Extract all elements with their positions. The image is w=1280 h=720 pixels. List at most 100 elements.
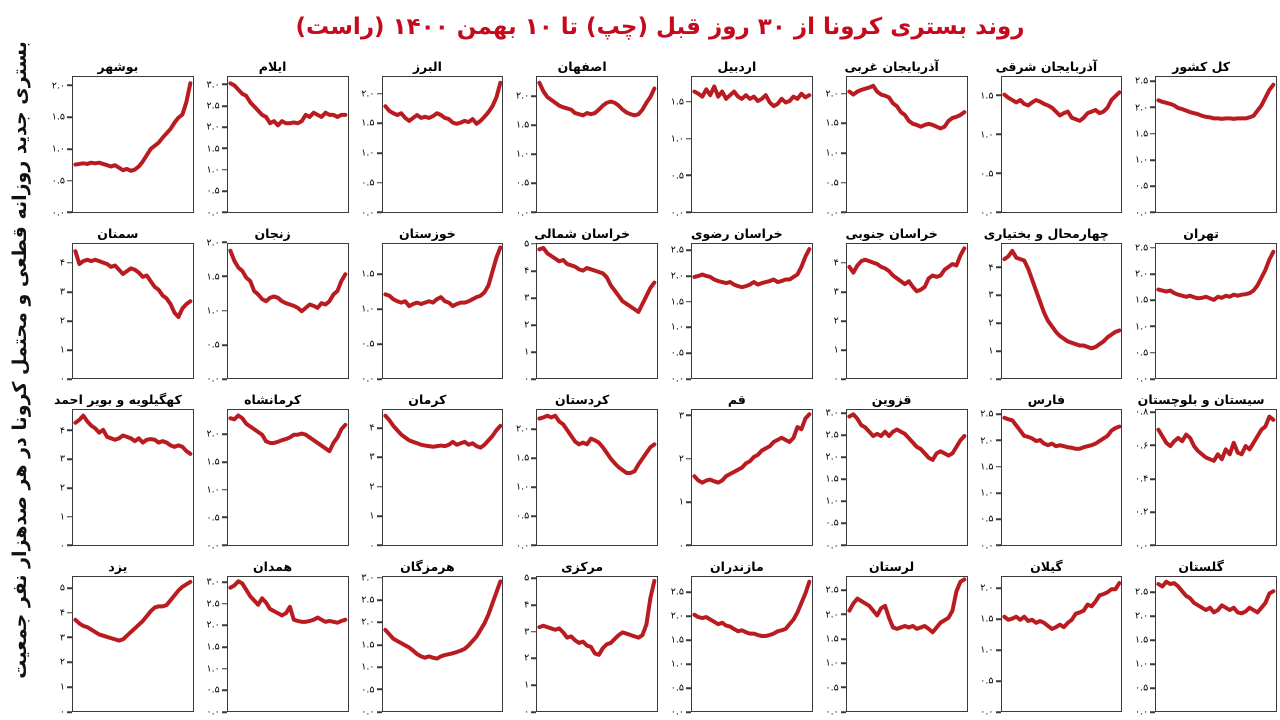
tick-mark	[686, 591, 691, 594]
y-tick-label: ۱.۰	[671, 659, 691, 669]
tick-mark	[1150, 106, 1156, 109]
y-axis-ticks: ۰.۰ ۰.۵ ۱.۰ ۱.۵ ۲.۰ ۲.۵ ۳.۰	[352, 573, 382, 716]
tick-mark	[840, 434, 846, 437]
y-axis-ticks: ۰.۰ ۰.۵ ۱.۰ ۱.۵ ۲.۰ ۲.۵ ۳.۰	[197, 76, 227, 217]
subplot-8: سمنان ۰ ۱ ۲ ۳ ۴	[42, 225, 194, 383]
tick-mark	[1150, 378, 1156, 380]
tick-mark	[67, 587, 72, 589]
tick-mark	[531, 124, 537, 127]
trend-line	[849, 414, 964, 460]
subplot-13: خراسان جنوبی ۰ ۱ ۲ ۳ ۴	[816, 225, 968, 383]
y-tick-label: ۰.۰	[361, 374, 382, 384]
plot-area	[845, 575, 968, 712]
tick-mark	[840, 637, 846, 640]
line-chart	[847, 244, 967, 379]
y-tick-label: ۲	[834, 316, 846, 326]
subplot-title: اردبیل	[717, 59, 757, 74]
tick-mark	[840, 211, 846, 214]
y-tick-label: ۲.۵	[361, 595, 382, 605]
subplot-30: گیلان ۰.۰ ۰.۵ ۱.۰ ۱.۵ ۲.۰	[971, 558, 1123, 716]
y-tick-label: ۲	[60, 483, 72, 493]
tick-mark	[1150, 411, 1156, 414]
y-tick-label: ۱.۵	[671, 635, 691, 645]
plot-area	[845, 242, 968, 379]
y-axis-ticks: ۰.۰ ۰.۵ ۱.۰ ۱.۵ ۲.۰	[197, 409, 227, 550]
y-tick-label: ۰.۰	[1135, 374, 1156, 384]
y-tick-label: ۰	[679, 541, 691, 551]
y-tick-label: ۲.۰	[207, 122, 227, 132]
plot-area	[1155, 76, 1277, 213]
line-chart	[1156, 410, 1276, 545]
tick-mark	[1150, 663, 1156, 665]
subplot-title: همدان	[253, 558, 293, 574]
trend-line	[540, 83, 655, 116]
tick-mark	[1150, 711, 1156, 713]
tick-mark	[840, 320, 846, 322]
tick-mark	[376, 181, 382, 184]
y-axis-label: بستری جدید روزانه قطعی و محتمل کرونا در …	[9, 41, 31, 679]
y-axis-ticks: ۰ ۱ ۲ ۳ ۴	[42, 243, 72, 383]
tick-mark	[995, 587, 1001, 589]
trend-line	[849, 579, 964, 632]
trend-line	[230, 250, 345, 311]
y-axis-ticks: ۰ ۱ ۲ ۳ ۴	[42, 409, 72, 550]
y-tick-label: ۰.۰	[826, 541, 846, 551]
y-axis-ticks: ۰.۰ ۰.۵ ۱.۰ ۱.۵ ۲.۰	[197, 238, 227, 383]
tick-mark	[1150, 351, 1156, 354]
y-tick-label: ۴	[988, 263, 1001, 273]
tick-mark	[376, 576, 382, 579]
plot-area	[1155, 409, 1277, 546]
tick-mark	[221, 83, 227, 86]
tick-mark	[531, 378, 537, 380]
y-tick-label: ۲.۰	[361, 89, 382, 99]
plot-area	[536, 242, 658, 379]
y-tick-label: ۱	[679, 497, 691, 507]
plot-area	[536, 76, 658, 213]
tick-mark	[1150, 615, 1156, 618]
y-tick-label: ۱	[60, 682, 72, 692]
tick-mark	[1150, 444, 1156, 447]
y-tick-label: ۳	[988, 291, 1001, 301]
subplot-title: گیلان	[1030, 558, 1063, 574]
y-tick-label: ۱.۰	[826, 148, 846, 158]
trend-line	[75, 416, 190, 454]
tick-mark	[221, 488, 227, 491]
tick-mark	[840, 478, 846, 481]
tick-mark	[67, 84, 72, 87]
y-tick-label: ۰.۵	[671, 171, 691, 181]
y-tick-label: ۰.۰	[516, 208, 537, 218]
y-tick-label: ۳.۰	[826, 409, 846, 419]
y-tick-label: ۲.۰	[207, 238, 227, 248]
subplot-6: آذربایجان شرقی ۰.۰ ۰.۵ ۱.۰ ۱.۵	[971, 58, 1123, 217]
y-tick-label: ۱.۵	[52, 113, 72, 123]
tick-mark	[995, 378, 1001, 380]
tick-mark	[376, 273, 382, 275]
tick-mark	[686, 326, 691, 329]
tick-mark	[67, 458, 72, 461]
subplot-9: زنجان ۰.۰ ۰.۵ ۱.۰ ۱.۵ ۲.۰	[197, 225, 349, 383]
chart-title: روند بستری کرونا از ۳۰ روز قبل (چپ) تا ۱…	[295, 14, 1025, 40]
y-axis-ticks: ۰.۰ ۰.۵ ۱.۰ ۱.۵ ۲.۰	[42, 76, 72, 217]
y-axis-ticks: ۰.۰ ۰.۵ ۱.۰ ۱.۵ ۲.۰	[816, 76, 846, 217]
trend-line	[75, 251, 190, 317]
tick-mark	[67, 290, 72, 293]
tick-mark	[995, 439, 1001, 442]
tick-mark	[67, 116, 72, 119]
tick-mark	[995, 322, 1001, 325]
trend-line	[385, 83, 500, 124]
tick-mark	[995, 492, 1001, 494]
tick-mark	[376, 599, 382, 601]
tick-mark	[840, 544, 846, 547]
subplot-16: کهگیلویه و بویر احمد ۰ ۱ ۲ ۳ ۴	[42, 391, 194, 550]
subplot-4: اردبیل ۰.۰ ۰.۵ ۱.۰ ۱.۵	[661, 58, 813, 217]
y-tick-label: ۱.۵	[361, 640, 382, 650]
tick-mark	[1150, 511, 1156, 514]
y-tick-label: ۳	[60, 287, 72, 297]
tick-mark	[995, 649, 1001, 651]
y-axis-ticks: ۰ ۱ ۲ ۳ ۴	[816, 243, 846, 383]
plot-area	[226, 242, 349, 379]
tick-mark	[686, 615, 691, 618]
y-tick-label: ۱.۰	[980, 130, 1001, 140]
y-tick-label: ۰.۵	[516, 512, 537, 522]
y-tick-label: ۲	[524, 320, 537, 330]
